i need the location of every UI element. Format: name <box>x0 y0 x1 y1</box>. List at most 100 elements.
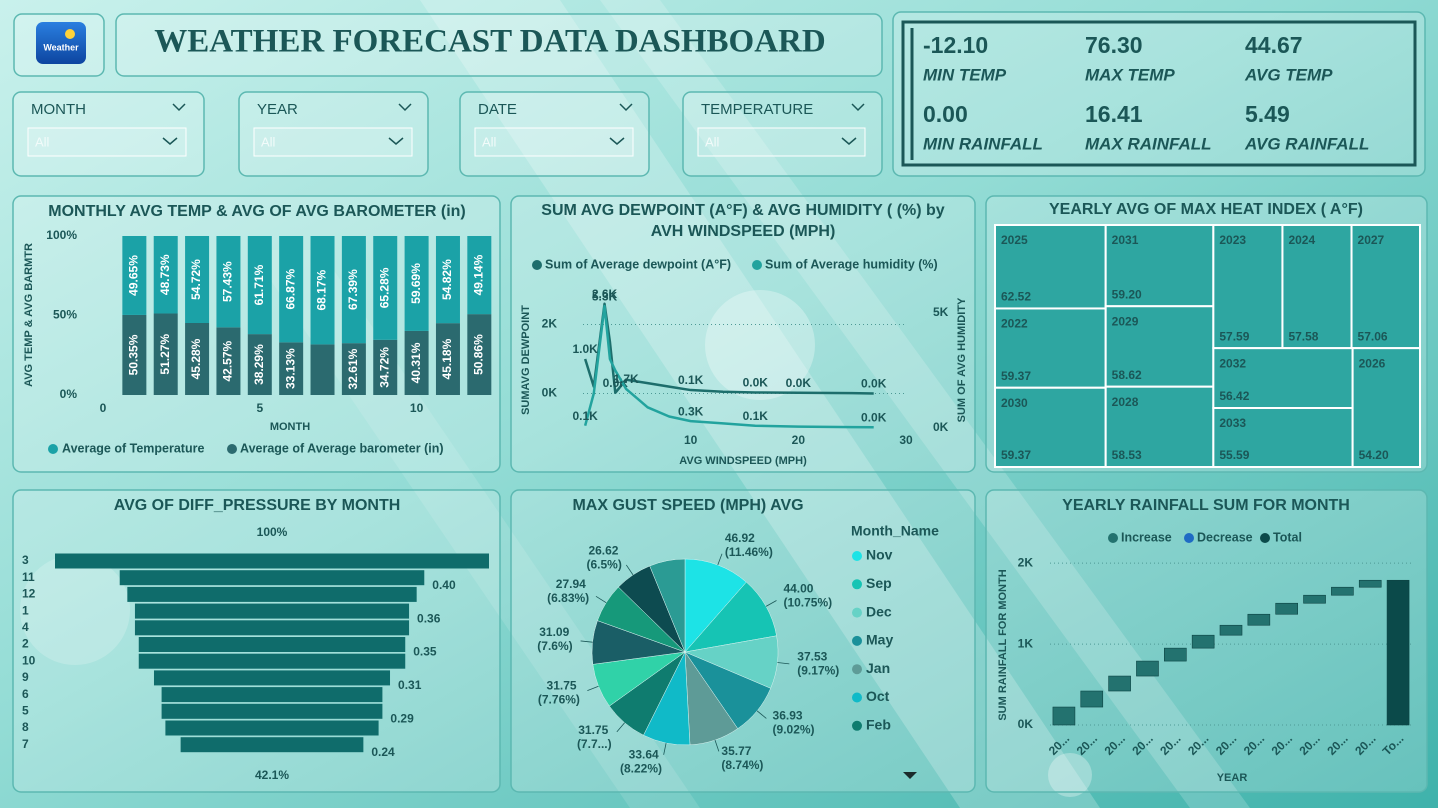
bokeh <box>705 290 815 400</box>
bar-segment <box>279 236 304 343</box>
legend-label: May <box>866 632 893 648</box>
bar-segment <box>341 343 366 395</box>
cell-value: 54.20 <box>1359 448 1389 462</box>
dropdown[interactable] <box>253 127 413 157</box>
data-label: 65.28% <box>377 267 391 308</box>
kpi-frame <box>901 20 1417 167</box>
bar-segment <box>467 236 492 315</box>
legend-label: Dec <box>866 603 892 619</box>
data-label: 37.53 (9.17%) <box>797 650 839 678</box>
bar-segment <box>404 236 429 331</box>
bar-segment <box>435 323 460 395</box>
data-label: 50.35% <box>127 334 141 375</box>
leader-line <box>765 600 777 607</box>
leader-line <box>663 742 667 755</box>
leader-line <box>756 710 767 719</box>
legend-marker <box>1184 533 1194 543</box>
y-tick-label: 100% <box>46 228 77 242</box>
data-label: 5.3K <box>592 289 618 303</box>
funnel-bar <box>180 737 364 753</box>
chevron <box>172 103 186 112</box>
y2-tick-label: 0K <box>933 420 949 434</box>
data-label: 57.43% <box>221 261 235 302</box>
legend-marker <box>852 664 862 675</box>
data-label: 31.75 (7.7...) <box>577 723 612 751</box>
chart-title: MAX GUST SPEED (MPH) AVG <box>572 497 803 514</box>
bar-segment <box>216 236 241 328</box>
x-tick-label: 20 <box>792 433 806 447</box>
funnel-bar <box>153 670 391 686</box>
data-label: 49.65% <box>127 255 141 296</box>
data-label: 33.13% <box>283 348 297 389</box>
y-tick-label: 0K <box>1018 717 1034 731</box>
legend-marker <box>852 692 862 703</box>
bar-segment <box>279 342 304 395</box>
data-label: 68.17% <box>315 270 329 311</box>
y-tick-label: 0% <box>60 387 78 401</box>
kpi-value: -12.10 <box>923 32 988 58</box>
data-label: 49.14% <box>471 254 485 295</box>
data-label: 0.1K <box>572 409 598 423</box>
treemap-cell <box>1104 224 1215 308</box>
x-tick-label: 5 <box>256 401 263 415</box>
x-tick-label: 10 <box>684 433 698 447</box>
y-tick-label: 0K <box>542 386 558 400</box>
dropdown[interactable] <box>27 127 187 157</box>
data-label: 35.77 (8.74%) <box>721 744 763 772</box>
funnel-bar <box>55 553 489 569</box>
data-label: 0.36 <box>417 611 441 625</box>
dropdown[interactable] <box>474 127 634 157</box>
x-axis-label: AVG WINDSPEED (MPH) <box>679 455 807 467</box>
legend-marker <box>532 260 542 270</box>
kpi-label: AVG TEMP <box>1244 65 1333 84</box>
data-label: 51.27% <box>158 334 172 375</box>
cell-label: 2033 <box>1219 416 1246 430</box>
dropdown[interactable] <box>697 127 866 157</box>
chart-title: AVG OF DIFF_PRESSURE BY MONTH <box>114 497 401 514</box>
funnel-bar <box>161 687 383 703</box>
data-label: 45.28% <box>189 338 203 379</box>
kpi-label: AVG RAINFALL <box>1244 134 1369 153</box>
waterfall-bar <box>1386 579 1410 726</box>
filter-label: TEMPERATURE <box>701 101 813 118</box>
legend-marker <box>48 444 58 454</box>
chevron <box>841 137 857 145</box>
cell-label: 2031 <box>1112 233 1139 247</box>
data-label: 45.18% <box>440 338 454 379</box>
y2-axis-label: SUM OF AVG HUMIDITY <box>956 297 968 422</box>
funnel-bottom-label: 42.1% <box>255 768 289 782</box>
waterfall-bar <box>1275 602 1298 615</box>
waterfall-bar <box>1136 660 1159 677</box>
waterfall-bar <box>1108 675 1131 692</box>
legend-label: Average of Average barometer (in) <box>240 441 444 455</box>
y-tick-label: 2K <box>542 317 558 331</box>
bar-segment <box>435 236 460 324</box>
light-streak <box>420 0 1100 808</box>
cell-value: 56.42 <box>1219 389 1249 403</box>
x-tick-label: 30 <box>899 433 913 447</box>
data-label: 31.09 (7.6%) <box>537 625 572 653</box>
legend-scroll[interactable] <box>903 772 917 779</box>
cell-value: 59.37 <box>1001 448 1031 462</box>
panel <box>12 91 205 177</box>
kpi-label: MAX TEMP <box>1085 65 1175 84</box>
treemap-cell <box>1351 347 1422 468</box>
bar-segment <box>153 236 178 314</box>
data-label: 0.40 <box>432 578 456 592</box>
waterfall-bar <box>1219 624 1243 636</box>
data-label: 42.57% <box>221 340 235 381</box>
bar-segment <box>341 236 366 344</box>
treemap-cell <box>1212 407 1354 469</box>
data-label: 48.73% <box>158 254 172 295</box>
bar-segment <box>373 339 398 395</box>
bar-segment <box>404 330 429 395</box>
category-label: 4 <box>22 620 29 634</box>
legend-title: Month_Name <box>851 523 939 539</box>
data-label: 59.69% <box>409 263 423 304</box>
legend-label: Nov <box>866 547 893 563</box>
bar-segment <box>153 313 178 395</box>
x-axis-label: MONTH <box>270 421 310 433</box>
filter-label: DATE <box>478 101 517 118</box>
data-label: 40.31% <box>409 342 423 383</box>
